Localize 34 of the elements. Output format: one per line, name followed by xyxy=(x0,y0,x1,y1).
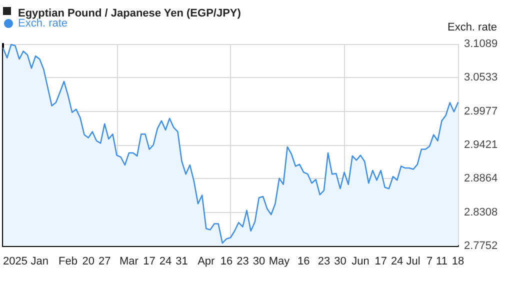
x-tick-label: 20 xyxy=(82,256,94,268)
x-tick-label: Jul xyxy=(406,256,420,268)
legend-label: Exch. rate xyxy=(18,18,68,30)
x-tick-label: May xyxy=(268,256,290,268)
x-tick-label: 7 xyxy=(426,256,433,268)
x-tick-label: Feb xyxy=(58,256,78,268)
x-tick-label: 2025 xyxy=(2,256,28,268)
x-tick-label: 27 xyxy=(98,256,111,268)
x-tick-label: Jun xyxy=(352,256,370,268)
x-tick-label: 23 xyxy=(236,256,249,268)
y-tick-label: 3.0533 xyxy=(464,72,498,84)
x-tick-label: Apr xyxy=(198,256,216,268)
y-axis-title: Exch. rate xyxy=(447,22,498,34)
x-tick-label: 31 xyxy=(176,256,188,268)
chart-title: Egyptian Pound / Japanese Yen (EGP/JPY) xyxy=(18,8,242,20)
y-tick-label: 2.8864 xyxy=(464,172,498,185)
x-tick-label: 23 xyxy=(318,256,330,268)
x-tick-label: 24 xyxy=(390,256,404,268)
y-tick-label: 2.9421 xyxy=(464,138,498,151)
x-tick-label: 18 xyxy=(452,256,464,268)
x-tick-label: 16 xyxy=(298,256,310,268)
y-tick-label: 2.8308 xyxy=(464,206,498,218)
x-tick-label: 17 xyxy=(374,256,387,268)
x-tick-label: 30 xyxy=(252,256,266,268)
x-tick-label: 16 xyxy=(220,256,233,268)
x-tick-label: 17 xyxy=(143,256,156,268)
x-tick-label: 11 xyxy=(436,256,448,268)
x-tick-label: 30 xyxy=(334,256,346,268)
y-tick-label: 3.1089 xyxy=(464,38,498,50)
y-tick-label: 2.9977 xyxy=(464,105,498,118)
x-tick-label: Mar xyxy=(119,256,139,268)
x-tick-label: Jan xyxy=(30,256,48,268)
y-tick-label: 2.7752 xyxy=(464,240,498,252)
x-tick-label: 24 xyxy=(159,256,172,268)
